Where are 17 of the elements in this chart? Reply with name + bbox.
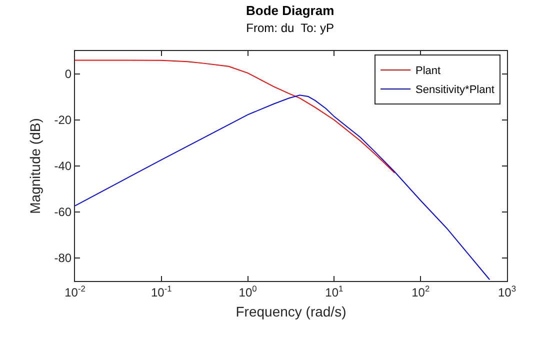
y-tick-label: -40 bbox=[54, 159, 72, 174]
x-tick-label: 10$^{2}$ bbox=[412, 283, 430, 300]
x-tick-label: 10$^{0}$ bbox=[238, 283, 258, 300]
x-tick-label: 10$^{-1}$ bbox=[150, 283, 172, 300]
y-axis-title: Magnitude (dB) bbox=[26, 118, 43, 214]
x-tick-label: 10$^{3}$ bbox=[498, 283, 516, 300]
x-tick-label: 10$^{1}$ bbox=[325, 283, 344, 300]
y-tick-label: -80 bbox=[54, 251, 72, 266]
y-tick-label: -20 bbox=[54, 113, 72, 128]
y-tick-label: -60 bbox=[54, 205, 72, 220]
x-axis-title: Frequency (rad/s) bbox=[236, 304, 346, 320]
chart-title: Bode Diagram bbox=[246, 3, 334, 18]
legend-label: Plant bbox=[416, 65, 441, 78]
legend-label: Sensitivity*Plant bbox=[416, 84, 494, 96]
x-tick-label: 10$^{-2}$ bbox=[64, 283, 86, 300]
y-tick-label: 0 bbox=[64, 67, 72, 82]
chart-subtitle: From: du To: yP bbox=[246, 21, 334, 36]
